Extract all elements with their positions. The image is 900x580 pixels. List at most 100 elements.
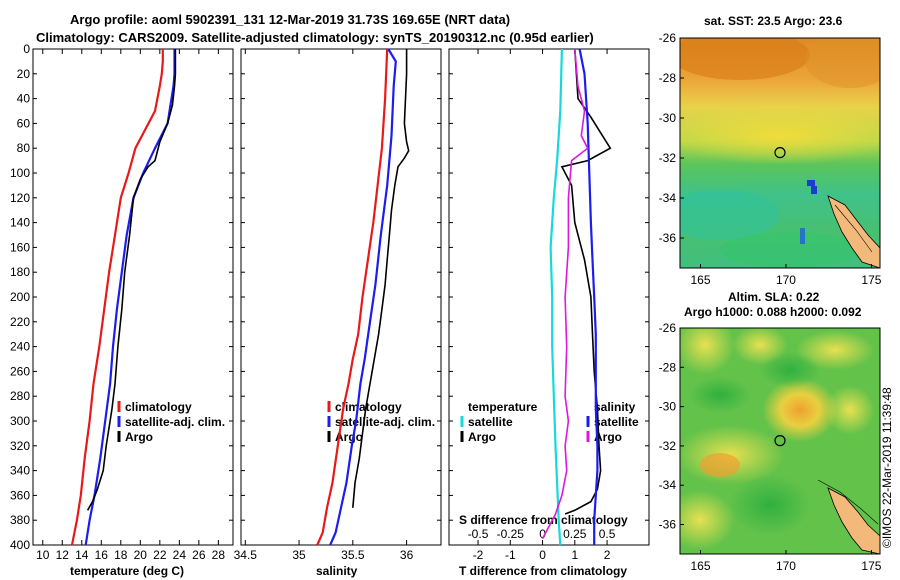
legend-climatology: climatology [335, 400, 402, 414]
y-tick-label: 40 [17, 92, 31, 106]
map-y-tick-label: -26 [659, 321, 677, 335]
sla-map-title-line-2: Argo h1000: 0.088 h2000: 0.092 [684, 305, 862, 319]
salinity-x-tick-label: 36 [400, 548, 414, 562]
map-x-tick-label: 175 [861, 273, 881, 287]
y-tick-label: 140 [10, 216, 30, 230]
temperature-axes [32, 48, 234, 546]
map-y-tick-label: -30 [659, 400, 677, 414]
sst-map-title: sat. SST: 23.5 Argo: 23.6 [704, 14, 843, 28]
salinity-axes [240, 48, 442, 546]
map-y-tick-label: -36 [659, 518, 677, 532]
argo-position-marker [774, 435, 786, 447]
salinity-x-tick-label: 35.5 [341, 548, 365, 562]
y-tick-label: 0 [23, 42, 30, 56]
y-tick-label: 180 [10, 265, 30, 279]
map-x-tick-label: 165 [690, 559, 710, 573]
temperature-x-tick-label: 10 [36, 548, 50, 562]
temperature-x-tick-label: 20 [134, 548, 148, 562]
difference-panel: T difference from climatology S differen… [448, 48, 650, 578]
legend-argo: Argo [125, 430, 153, 444]
y-tick-label: 200 [10, 290, 30, 304]
map-y-tick-label: -34 [659, 478, 677, 492]
difference-xlabel: T difference from climatology [459, 564, 627, 578]
difference-t-tick-label: 0 [539, 548, 546, 562]
difference-t-tick-label: 2 [604, 548, 611, 562]
temperature-x-tick-label: 14 [75, 548, 89, 562]
sla-map-title-line-1: Altim. SLA: 0.22 [728, 290, 820, 304]
salinity-panel: salinity [240, 48, 442, 578]
series-line-satellite-adj-clim- [329, 48, 397, 546]
difference-s-axis-label: S difference from climatology [459, 513, 628, 527]
series-line-s-satellite [578, 48, 599, 545]
legend-temperature-heading: temperature [468, 400, 538, 414]
temperature-x-tick-label: 26 [192, 548, 206, 562]
legend-s-satellite: satellite [594, 415, 639, 429]
new-caledonia-coast [827, 195, 880, 268]
difference-legend: temperature satellite Argo salinity sate… [460, 400, 639, 444]
temperature-x-tick-label: 24 [173, 548, 187, 562]
salinity-legend: climatology satellite-adj. clim. Argo [327, 400, 435, 444]
legend-t-satellite: satellite [468, 415, 513, 429]
map-y-tick-label: -34 [659, 191, 677, 205]
y-tick-label: 260 [10, 364, 30, 378]
title-line-1: Argo profile: aoml 5902391_131 12-Mar-20… [70, 12, 510, 27]
legend-salinity-heading: salinity [594, 400, 636, 414]
difference-t-tick-label: -2 [473, 548, 484, 562]
map-y-tick-label: -28 [659, 360, 677, 374]
y-tick-label: 300 [10, 414, 30, 428]
map-x-tick-label: 175 [861, 559, 881, 573]
y-tick-label: 120 [10, 191, 30, 205]
salinity-x-tick-label: 35 [292, 548, 306, 562]
temperature-x-tick-label: 16 [95, 548, 109, 562]
legend-satellite: satellite-adj. clim. [335, 415, 435, 429]
map-y-tick-label: -32 [659, 151, 677, 165]
series-line-argo [86, 49, 177, 511]
difference-t-tick-label: -1 [505, 548, 516, 562]
title-line-2: Climatology: CARS2009. Satellite-adjuste… [36, 30, 594, 45]
map-y-tick-label: -30 [659, 111, 677, 125]
temperature-legend: climatology satellite-adj. clim. Argo [117, 400, 225, 444]
sst-field [680, 38, 880, 268]
temperature-panel: temperature (deg C) [32, 48, 234, 578]
map-y-tick-label: -36 [659, 231, 677, 245]
legend-satellite: satellite-adj. clim. [125, 415, 225, 429]
series-line-t-satellite [549, 48, 563, 546]
y-tick-label: 60 [17, 116, 31, 130]
legend-s-argo: Argo [594, 430, 622, 444]
difference-t-tick-label: 1 [571, 548, 578, 562]
map-y-tick-label: -26 [659, 31, 677, 45]
salinity-xlabel: salinity [316, 564, 358, 578]
map-x-tick-label: 165 [690, 273, 710, 287]
temperature-xlabel: temperature (deg C) [70, 564, 184, 578]
y-tick-label: 80 [17, 141, 31, 155]
argo-position-marker [774, 147, 786, 159]
y-tick-label: 380 [10, 513, 30, 527]
sla-field [680, 328, 880, 554]
series-line-satellite-adj-clim- [84, 49, 176, 546]
y-tick-label: 280 [10, 389, 30, 403]
legend-t-argo: Argo [468, 430, 496, 444]
series-line-climatology [316, 48, 389, 546]
imos-timestamp: ©IMOS 22-Mar-2019 11:39:48 [880, 387, 894, 548]
y-tick-label: 160 [10, 240, 30, 254]
difference-s-tick-label: -0.5 [468, 527, 489, 541]
sst-map-frame [679, 37, 881, 269]
y-tick-label: 340 [10, 464, 30, 478]
map-x-tick-label: 170 [776, 559, 796, 573]
series-line-climatology [70, 49, 164, 546]
difference-s-tick-label: -0.25 [497, 527, 525, 541]
y-tick-label: 240 [10, 340, 30, 354]
legend-climatology: climatology [125, 400, 192, 414]
temperature-x-tick-label: 28 [212, 548, 226, 562]
difference-s-tick-label: 0 [539, 527, 546, 541]
salinity-x-tick-label: 34.5 [234, 548, 258, 562]
map-y-tick-label: -28 [659, 71, 677, 85]
series-line-argo [352, 49, 410, 508]
map-y-tick-label: -32 [659, 439, 677, 453]
temperature-x-tick-label: 18 [114, 548, 128, 562]
series-line-s-argo [541, 48, 589, 540]
y-tick-label: 400 [10, 538, 30, 552]
temperature-x-tick-label: 12 [56, 548, 70, 562]
y-tick-label: 20 [17, 67, 31, 81]
legend-argo: Argo [335, 430, 363, 444]
